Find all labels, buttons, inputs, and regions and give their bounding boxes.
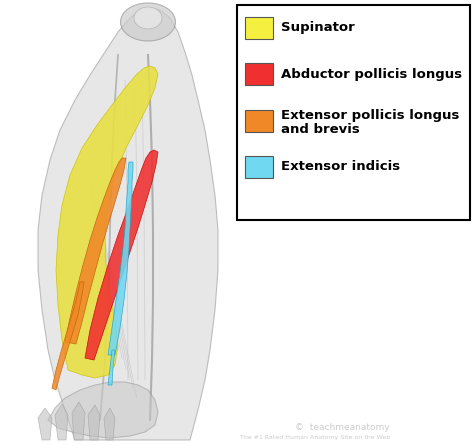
- Polygon shape: [104, 408, 115, 440]
- FancyBboxPatch shape: [245, 63, 273, 85]
- Polygon shape: [88, 405, 100, 440]
- Polygon shape: [52, 282, 84, 390]
- Text: Extensor pollicis longus: Extensor pollicis longus: [281, 109, 459, 122]
- Polygon shape: [65, 158, 126, 344]
- Text: Extensor indicis: Extensor indicis: [281, 160, 400, 173]
- Text: The #1 Rated Human Anatomy Site on the Web: The #1 Rated Human Anatomy Site on the W…: [240, 435, 390, 440]
- Polygon shape: [38, 8, 218, 440]
- Polygon shape: [108, 162, 133, 355]
- Text: Supinator: Supinator: [281, 21, 355, 35]
- Ellipse shape: [120, 3, 175, 41]
- Polygon shape: [85, 150, 158, 360]
- Polygon shape: [56, 66, 158, 378]
- FancyBboxPatch shape: [245, 17, 273, 39]
- Polygon shape: [48, 382, 158, 438]
- FancyBboxPatch shape: [237, 5, 470, 220]
- Polygon shape: [38, 408, 52, 440]
- Text: ©  teachmeanatomy: © teachmeanatomy: [295, 423, 390, 432]
- Polygon shape: [55, 404, 68, 440]
- Text: Abductor pollicis longus: Abductor pollicis longus: [281, 68, 462, 81]
- FancyBboxPatch shape: [245, 156, 273, 178]
- Polygon shape: [72, 402, 85, 440]
- Polygon shape: [108, 350, 115, 385]
- Ellipse shape: [134, 7, 162, 29]
- Text: and brevis: and brevis: [281, 123, 360, 136]
- FancyBboxPatch shape: [245, 109, 273, 132]
